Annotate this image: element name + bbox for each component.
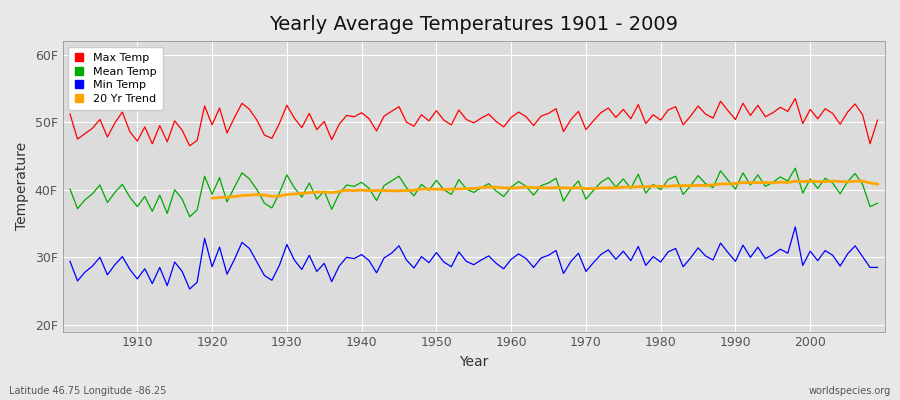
Text: Latitude 46.75 Longitude -86.25: Latitude 46.75 Longitude -86.25 [9, 386, 166, 396]
X-axis label: Year: Year [459, 355, 489, 369]
Text: worldspecies.org: worldspecies.org [809, 386, 891, 396]
Y-axis label: Temperature: Temperature [15, 142, 29, 230]
Title: Yearly Average Temperatures 1901 - 2009: Yearly Average Temperatures 1901 - 2009 [269, 15, 679, 34]
Legend: Max Temp, Mean Temp, Min Temp, 20 Yr Trend: Max Temp, Mean Temp, Min Temp, 20 Yr Tre… [68, 47, 163, 110]
